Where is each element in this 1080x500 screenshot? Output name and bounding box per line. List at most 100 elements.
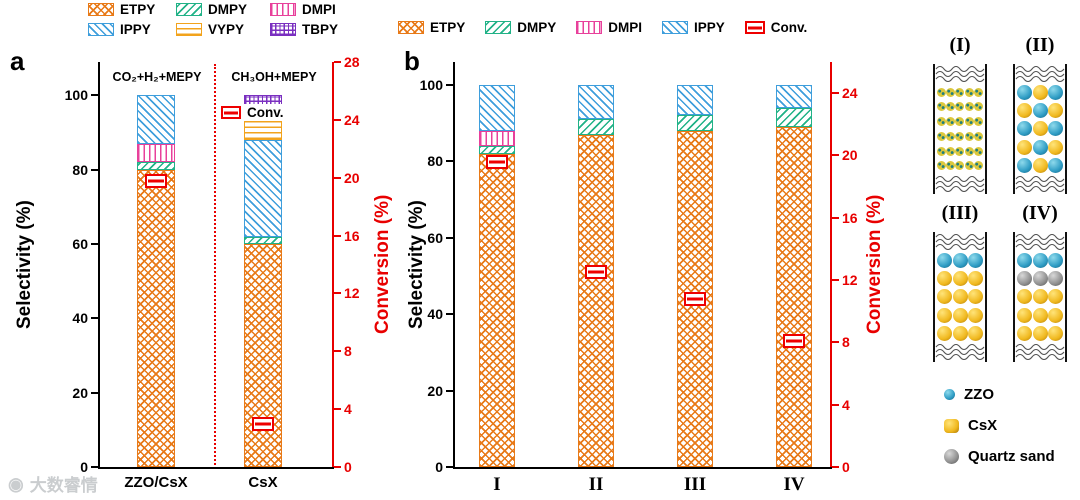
tick-label-left: 80 xyxy=(72,161,88,178)
bar-segment-ippy xyxy=(776,84,812,108)
bar-segment-dmpy xyxy=(479,146,515,154)
legend-swatch-ippy xyxy=(662,21,689,34)
y-axis-right xyxy=(830,62,832,469)
legend-panel-a: ETPY DMPY DMPI IPPY VYPY TBPY xyxy=(88,2,356,37)
particle-quartz-sand xyxy=(1047,271,1063,287)
tick-mark-right xyxy=(832,341,839,344)
tick-label-left: 40 xyxy=(72,310,88,327)
tick-mark-right xyxy=(832,279,839,282)
quartz-wool-icon xyxy=(1015,234,1065,250)
particle-csx xyxy=(937,289,953,305)
quartz-wool-icon xyxy=(1015,66,1065,82)
conv-data-marker xyxy=(585,265,607,280)
wool-wave-line xyxy=(1015,185,1065,192)
particle-csx xyxy=(1047,307,1063,323)
catalyst-bed-3 xyxy=(935,250,985,344)
wool-wave-line xyxy=(1015,238,1065,246)
tick-label-left: 80 xyxy=(427,153,443,170)
particle-csx xyxy=(1032,307,1048,323)
tick-mark-left xyxy=(91,94,98,97)
category-label: CsX xyxy=(248,474,278,491)
particle-zzo xyxy=(967,253,983,269)
tick-mark-right xyxy=(832,216,839,219)
selectivity-axis-label-a: Selectivity (%) xyxy=(14,200,35,329)
tick-label-right: 0 xyxy=(842,459,850,475)
wool-wave-line xyxy=(1015,234,1065,241)
conv-data-marker xyxy=(783,333,805,348)
particle-quartz-sand xyxy=(1017,271,1033,287)
tick-label-right: 0 xyxy=(344,459,352,475)
tick-label-right: 16 xyxy=(842,209,858,226)
csx-icon xyxy=(944,418,959,433)
tick-label-left: 0 xyxy=(435,459,443,475)
schematic-legend-zzo: ZZO xyxy=(944,386,994,403)
quartz-wool-icon xyxy=(935,176,985,192)
legend-item-dmpy: DMPY xyxy=(485,20,556,35)
tick-mark-right xyxy=(334,292,341,295)
particle-row xyxy=(937,307,983,323)
y-axis-right xyxy=(332,62,334,469)
quartz-wool-icon xyxy=(1015,344,1065,360)
tick-mark-left xyxy=(446,160,453,163)
tick-mark-left xyxy=(446,313,453,316)
particle-mixture xyxy=(964,146,974,156)
conv-marker-line xyxy=(747,26,762,29)
particle-zzo xyxy=(1032,139,1048,155)
legend-swatch-ippy xyxy=(88,23,114,36)
wool-wave-line xyxy=(935,66,985,73)
tick-mark-left xyxy=(446,236,453,239)
particle-csx xyxy=(1047,325,1063,341)
legend-label: IPPY xyxy=(694,20,725,35)
legend-swatch-dmpy xyxy=(176,3,202,16)
wool-wave-line xyxy=(935,185,985,192)
particle-csx xyxy=(937,307,953,323)
quartz-sand-icon xyxy=(944,449,959,464)
particle-mixture xyxy=(955,146,965,156)
bar-segment-etpy xyxy=(137,169,175,467)
tick-mark-left xyxy=(446,83,453,86)
particle-csx xyxy=(1017,325,1033,341)
particle-mixture xyxy=(946,146,956,156)
schematic-legend-label: Quartz sand xyxy=(968,448,1055,465)
particle-row xyxy=(937,87,983,97)
tick-mark-left xyxy=(91,317,98,320)
particle-row xyxy=(1017,325,1063,341)
wool-wave-line xyxy=(1015,75,1065,82)
quartz-wool-icon xyxy=(935,234,985,250)
tick-mark-right xyxy=(334,176,341,179)
conv-data-marker xyxy=(145,173,167,188)
y-axis-left xyxy=(98,62,100,467)
legend-item-etpy: ETPY xyxy=(398,20,465,35)
particle-row xyxy=(1017,103,1063,119)
bar-segment-ippy xyxy=(244,140,282,237)
particle-row xyxy=(937,131,983,141)
legend-item-ippy: IPPY xyxy=(662,20,725,35)
conv-data-marker xyxy=(684,291,706,306)
legend-swatch-vypy xyxy=(176,23,202,36)
particle-mixture xyxy=(973,117,983,127)
particle-zzo xyxy=(1047,121,1063,137)
particle-csx xyxy=(967,289,983,305)
particle-row xyxy=(1017,253,1063,269)
legend-item-tbpy: TBPY xyxy=(270,22,356,37)
particle-zzo xyxy=(1017,85,1033,101)
tick-mark-right xyxy=(832,92,839,95)
particle-zzo xyxy=(1017,157,1033,173)
particle-csx xyxy=(967,325,983,341)
schematic-legend-label: ZZO xyxy=(964,386,994,403)
particle-row xyxy=(1017,85,1063,101)
wool-wave-line xyxy=(935,344,985,351)
selectivity-axis-label-b: Selectivity (%) xyxy=(406,200,427,329)
catalyst-bed-1 xyxy=(935,82,985,176)
particle-csx xyxy=(1017,103,1033,119)
panel-a-label: a xyxy=(10,46,25,76)
legend-label: DMPI xyxy=(302,2,336,17)
tick-label-left: 40 xyxy=(427,306,443,323)
particle-mixture xyxy=(946,87,956,97)
particle-csx xyxy=(1032,85,1048,101)
legend-item-dmpi: DMPI xyxy=(270,2,356,17)
particle-mixture xyxy=(973,146,983,156)
particle-csx xyxy=(1047,139,1063,155)
wool-wave-line xyxy=(935,180,985,188)
category-label: II xyxy=(588,474,604,495)
